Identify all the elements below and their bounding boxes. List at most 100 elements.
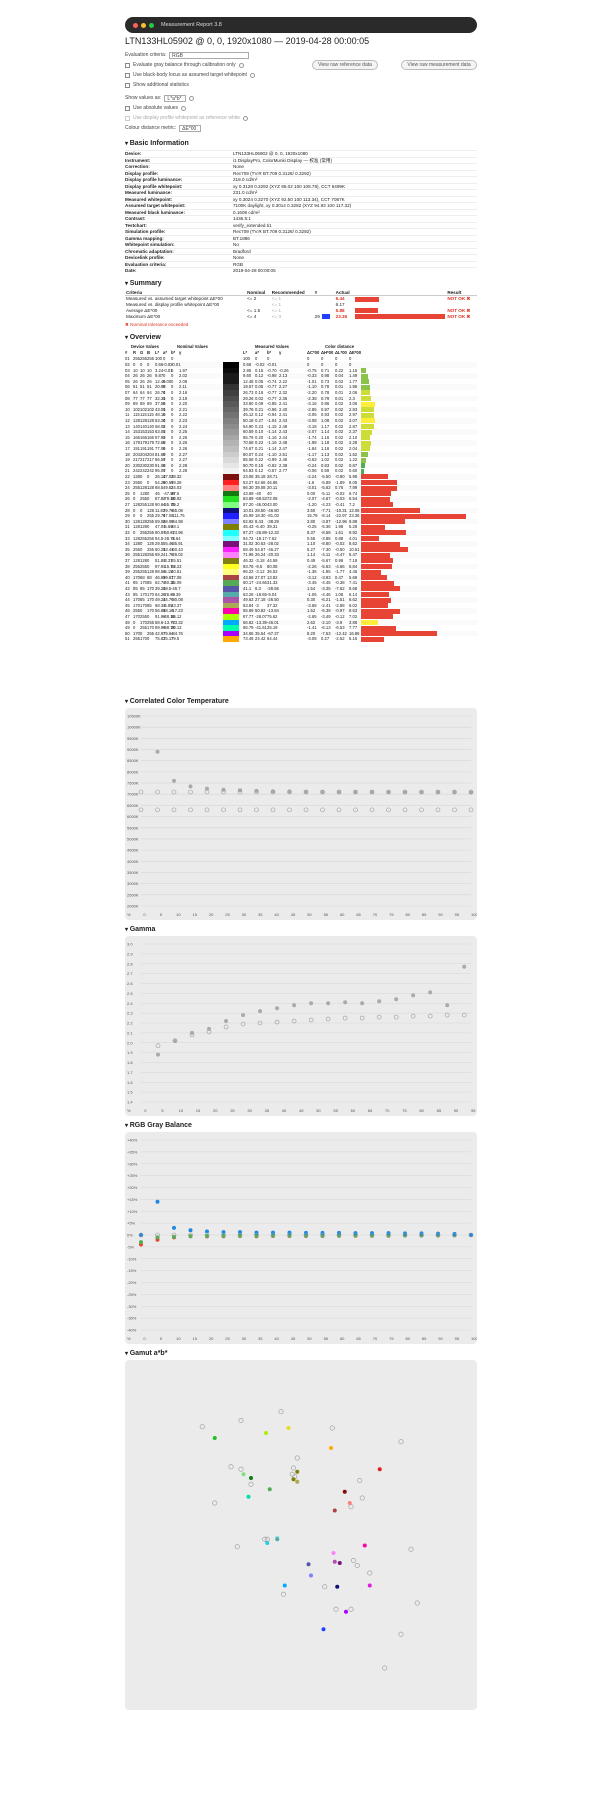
overview-cell: -1.16 [267, 440, 277, 446]
overview-cell: 63.01 [155, 429, 166, 435]
info-value: RGB [233, 260, 477, 268]
overview-cell: 3.07 [349, 418, 358, 424]
overview-row: 03 10 10 10 3.24 -0.01 0 1.97 2.95 0.15 -0.70 -0.26… [125, 367, 477, 374]
overview-row: 47 170 255 0 91.98 -48.16 86.12 87.77 -28.07 75.6… [125, 614, 477, 620]
overview-delta-bar [361, 401, 375, 407]
overview-cell: -28.02 [267, 541, 279, 547]
overview-cell: -0.85 [267, 401, 277, 407]
profile-wp-label: Use display profile whitepoint as refere… [133, 115, 240, 121]
data-point [402, 790, 408, 795]
x-tick-label: 65 [356, 1336, 361, 1341]
overview-cell: -3.12 [255, 569, 265, 575]
overview-swatch [223, 367, 239, 374]
evaluation-select[interactable]: RGB [169, 51, 250, 59]
abs-values-checkbox[interactable] [125, 105, 130, 111]
y-tick-label: 5000K [127, 837, 139, 842]
show-values-select[interactable]: L*a*b* [164, 94, 187, 102]
overview-cell: 0 [171, 401, 174, 407]
overview-cell: 128 [133, 535, 140, 541]
overview-cell: 10.01 [243, 507, 254, 513]
overview-cell: -2.52 [335, 636, 345, 642]
data-point [207, 1027, 212, 1032]
info-row: Measured whitepoint: xy 0.3024 0.3270 (XY… [125, 195, 477, 203]
nominal-point [281, 1592, 287, 1598]
overview-cell: -0.02 [335, 541, 345, 547]
overview-row: 32 0 255 255 90.67 -50.67 -14.96 87.27 -26.89 -12… [125, 530, 477, 536]
overview-delta-bar [361, 418, 375, 424]
overview-cell: 54.90 [243, 423, 254, 429]
overview-cell: 0.02 [335, 412, 344, 418]
overview-cell: -1.17 [307, 451, 317, 457]
evaluation-label: Evaluation criteria: [125, 52, 167, 58]
option-2-checkbox[interactable] [125, 72, 130, 78]
overview-cell: 8.43 [255, 518, 264, 524]
overview-row: 15 166 166 166 67.93 0 0 2.25 65.79 0.20 -1.16 2.44… [125, 434, 477, 441]
summary-row: Maximum ΔE*00 <= 4 <= 3 29 23.36 NOT OK ✖ [125, 314, 477, 320]
overview-cell: 0 [163, 462, 166, 468]
overview-cell: 94.83 [243, 468, 254, 474]
overview-cell: 115 [147, 412, 154, 418]
summary-heading[interactable]: Summary [125, 280, 477, 287]
overview-cell: -1.41 [307, 625, 317, 631]
overview-cell: -2.24 [307, 474, 317, 480]
overview-swatch [223, 474, 239, 480]
overview-cell: 6.02 [349, 602, 358, 608]
data-point [320, 790, 325, 795]
overview-cell: -0.02 [163, 362, 173, 368]
overview-cell: 1.61 [335, 530, 344, 536]
option-1-checkbox[interactable] [125, 62, 130, 68]
overview-cell: -3.01 [307, 485, 317, 491]
x-tick-label: 30 [242, 912, 247, 917]
overview-cell: 0 [171, 434, 174, 440]
window-titlebar: Measurement Report 3.8 [125, 17, 477, 33]
info-key: Chromatic adaptation: [125, 247, 233, 255]
summary-criteria: Measured vs. assumed target whitepoint Δ… [126, 296, 223, 302]
overview-cell: 2.22 [279, 378, 288, 384]
option-3-checkbox[interactable] [125, 82, 130, 88]
overview-cell: 23.08 [243, 474, 254, 480]
overview-cell: -2.65 [307, 614, 317, 620]
info-row: Display profile luminance: 218.0 cd/m² [125, 176, 477, 183]
overview-cell: 37 [125, 558, 130, 564]
info-row: Instrument: i1 DisplayPro, ColorMunki Dis… [125, 156, 477, 164]
overview-swatch [223, 580, 239, 587]
overview-cell: 0.02 [335, 423, 344, 429]
overview-cell: 8.62 [349, 541, 358, 547]
info-key: Measured black luminance: [125, 208, 233, 216]
overview-cell: -9.04 [267, 591, 277, 597]
view-measurement-button[interactable]: View raw measurement data [401, 60, 477, 70]
x-tick-label: 30 [247, 1108, 252, 1113]
overview-row: 07 64 64 64 26.74 0 0 2.16 26.73 0.16 -0.77 2.32 -2.… [125, 390, 477, 396]
y-tick-label: 1.5 [127, 1090, 133, 1095]
close-dot-icon[interactable] [133, 22, 138, 28]
view-reference-button[interactable]: View raw reference data [312, 60, 378, 70]
cct-heading[interactable]: Correlated Color Temperature [125, 698, 477, 705]
overview-cell: 5.98 [349, 474, 358, 480]
gamut-heading[interactable]: Gamut a*b* [125, 1350, 477, 1357]
info-icon[interactable] [181, 105, 187, 111]
overview-delta-bar [361, 524, 385, 530]
info-icon[interactable] [238, 62, 244, 68]
x-tick-label: 90 [454, 1108, 459, 1113]
minimize-dot-icon[interactable] [141, 22, 146, 28]
overview-cell: 1.52 [307, 608, 316, 614]
profile-wp-checkbox[interactable] [125, 115, 130, 121]
overview-delta-bar [361, 367, 367, 373]
overview-cell: -8.14 [321, 513, 331, 519]
info-icon[interactable] [189, 95, 195, 101]
x-tick-label: 70 [373, 1336, 378, 1341]
overview-cell: -3 [255, 602, 259, 608]
rgb-heading[interactable]: RGB Gray Balance [125, 1122, 477, 1129]
data-point [171, 790, 177, 795]
maximize-dot-icon[interactable] [149, 22, 154, 28]
info-icon[interactable] [249, 72, 255, 78]
metric-select[interactable]: ΔE*00 [179, 124, 202, 132]
gamma-heading[interactable]: Gamma [125, 926, 477, 933]
overview-heading[interactable]: Overview [125, 334, 477, 341]
data-point [254, 808, 259, 813]
data-point [353, 808, 358, 813]
overview-cell: 2.10 [349, 434, 358, 440]
basic-info-heading[interactable]: Basic Information [125, 140, 477, 147]
overview-cell: 44.79 [163, 597, 174, 603]
info-icon[interactable] [243, 115, 248, 121]
